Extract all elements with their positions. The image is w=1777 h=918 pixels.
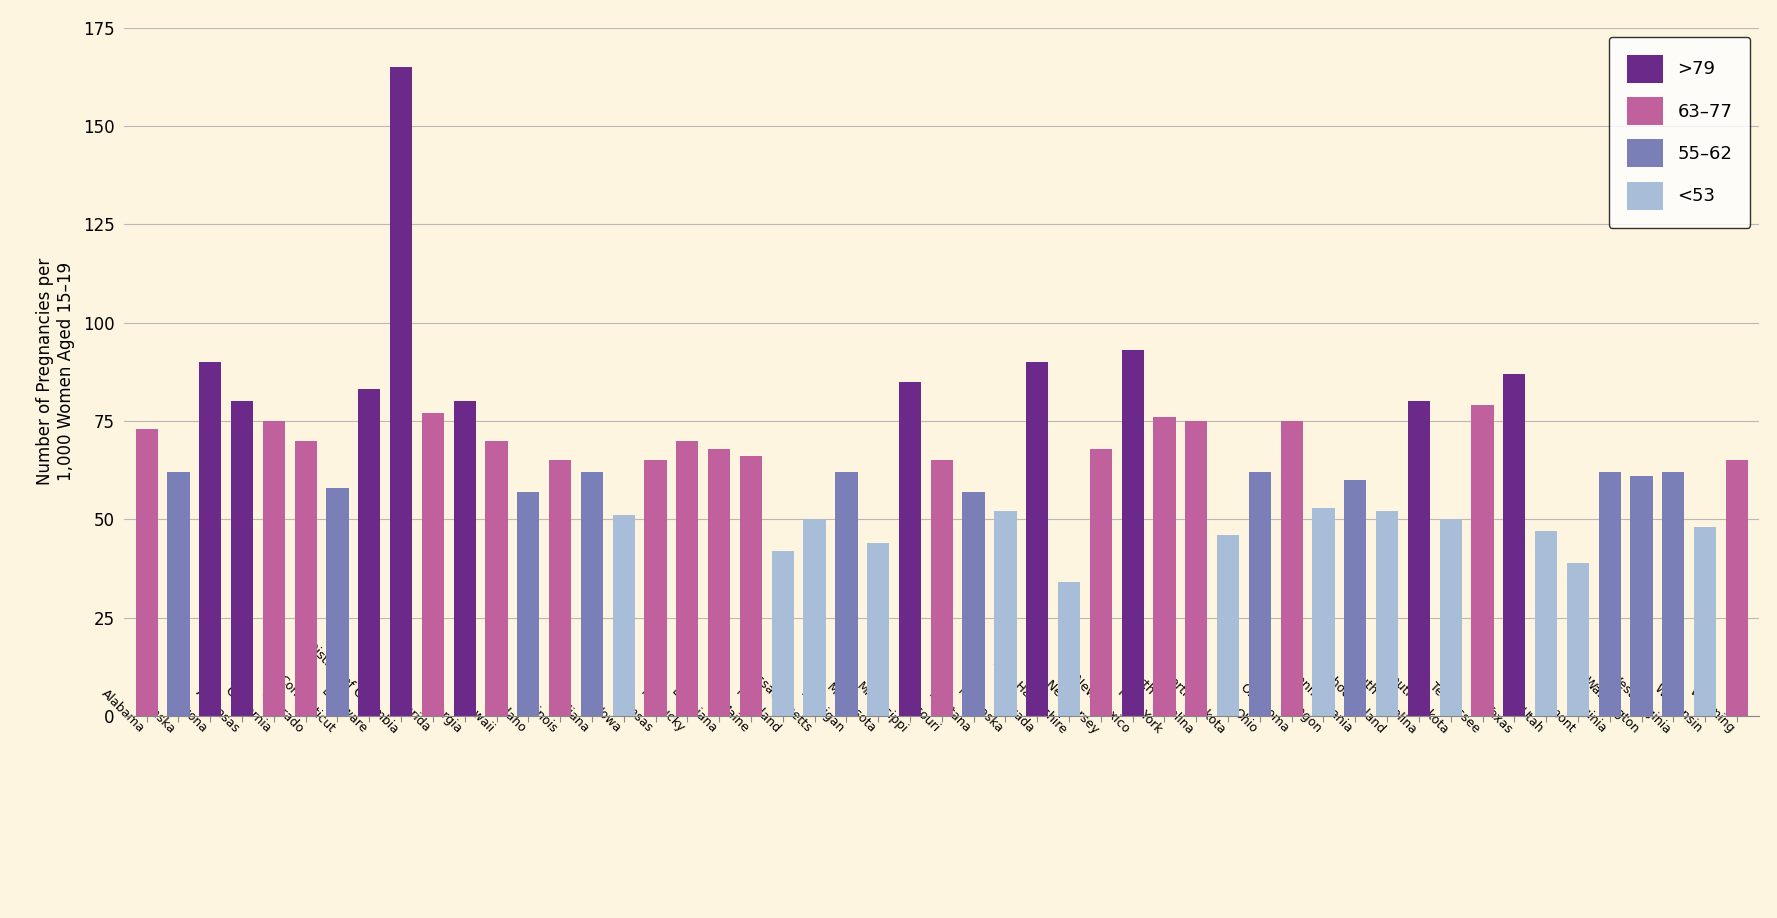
Bar [485,441,508,716]
Bar [1313,508,1335,716]
Bar [581,472,602,716]
Bar [899,382,920,716]
Bar [771,551,794,716]
Bar [167,472,190,716]
Bar [1121,350,1144,716]
Bar [549,460,570,716]
Bar [1407,401,1430,716]
Bar [1089,449,1112,716]
Bar [707,449,730,716]
Bar [803,520,826,716]
Bar [1281,421,1303,716]
Bar [995,511,1016,716]
Bar [1535,532,1557,716]
Bar [677,441,698,716]
Bar [1503,374,1525,716]
Bar [1661,472,1685,716]
Bar [1249,472,1271,716]
Y-axis label: Number of Pregnancies per
1,000 Women Aged 15–19: Number of Pregnancies per 1,000 Women Ag… [36,258,75,486]
Legend: >79, 63–77, 55–62, <53: >79, 63–77, 55–62, <53 [1608,37,1750,228]
Bar [739,456,762,716]
Bar [263,421,284,716]
Bar [1375,511,1398,716]
Bar [963,492,984,716]
Bar [867,543,888,716]
Bar [1725,460,1749,716]
Bar [1471,405,1494,716]
Bar [295,441,316,716]
Bar [1025,362,1048,716]
Bar [231,401,252,716]
Bar [613,515,634,716]
Bar [517,492,540,716]
Bar [421,413,444,716]
Bar [931,460,952,716]
Bar [1185,421,1207,716]
Bar [359,389,380,716]
Bar [1153,417,1176,716]
Bar [453,401,476,716]
Bar [327,487,348,716]
Bar [1343,480,1367,716]
Bar [1439,520,1462,716]
Bar [835,472,858,716]
Bar [645,460,666,716]
Bar [1567,563,1589,716]
Bar [1599,472,1621,716]
Bar [1057,582,1080,716]
Bar [1693,527,1717,716]
Bar [135,429,158,716]
Bar [1631,476,1653,716]
Bar [1217,535,1239,716]
Bar [389,67,412,716]
Bar [199,362,222,716]
